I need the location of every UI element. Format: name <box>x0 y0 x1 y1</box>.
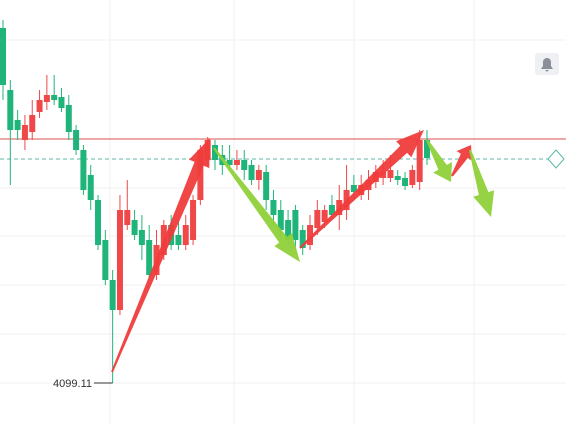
annotation-arrow <box>469 149 495 217</box>
price-marker <box>547 149 565 169</box>
candle-body <box>80 150 87 190</box>
candle-body <box>175 235 182 245</box>
candle-body <box>21 125 28 140</box>
annotation-arrow <box>111 138 210 373</box>
candle-body <box>307 225 314 245</box>
candle-body <box>277 210 284 230</box>
candle-body <box>423 140 430 158</box>
candle-body <box>211 145 218 160</box>
labels: 4099.11 <box>53 378 113 390</box>
candle-body <box>87 175 94 200</box>
candle-body <box>409 170 416 185</box>
candles <box>0 20 430 383</box>
candle-body <box>226 160 233 165</box>
annotation-arrow <box>451 145 473 177</box>
candle-body <box>387 170 394 178</box>
candle-body <box>14 120 21 130</box>
candle-body <box>102 240 109 280</box>
candle-body <box>109 280 116 310</box>
candle-body <box>65 105 72 132</box>
candle-body <box>350 185 357 192</box>
candle-body <box>124 210 131 225</box>
candle-body <box>116 210 123 310</box>
candle-body <box>29 115 36 132</box>
candle-body <box>43 95 50 102</box>
candle-body <box>314 210 321 228</box>
candle-body <box>58 97 65 108</box>
candle-body <box>255 170 262 180</box>
candle-body <box>416 140 423 182</box>
candle-body <box>321 210 328 222</box>
candle-body <box>138 230 145 245</box>
candle-body <box>299 230 306 248</box>
candle-body <box>248 165 255 180</box>
candle-body <box>0 28 6 85</box>
candle-body <box>73 130 80 150</box>
candle-body <box>285 220 292 240</box>
candle-body <box>241 160 248 170</box>
candle-body <box>328 205 335 215</box>
candle-body <box>36 100 43 112</box>
candle-body <box>380 172 387 178</box>
candle-body <box>146 240 153 275</box>
candle-body <box>292 210 299 240</box>
candle-body <box>131 220 138 235</box>
candle-body <box>95 200 102 245</box>
low-label: 4099.11 <box>53 378 92 390</box>
arrows <box>111 130 495 373</box>
candle-body <box>394 176 401 180</box>
candle-body <box>7 90 14 130</box>
candle-body <box>51 95 58 100</box>
candle-body <box>182 225 189 245</box>
candle-body <box>190 200 197 240</box>
candle-body <box>270 200 277 215</box>
candle-body <box>233 160 240 165</box>
candle-body <box>197 150 204 200</box>
bell-icon[interactable] <box>541 58 553 72</box>
candle-body <box>263 172 270 200</box>
bell-button[interactable] <box>535 53 559 75</box>
annotation-arrow <box>299 130 424 249</box>
candle-body <box>402 178 409 186</box>
annotation-arrow <box>213 147 300 262</box>
annotation-arrow <box>426 139 452 182</box>
